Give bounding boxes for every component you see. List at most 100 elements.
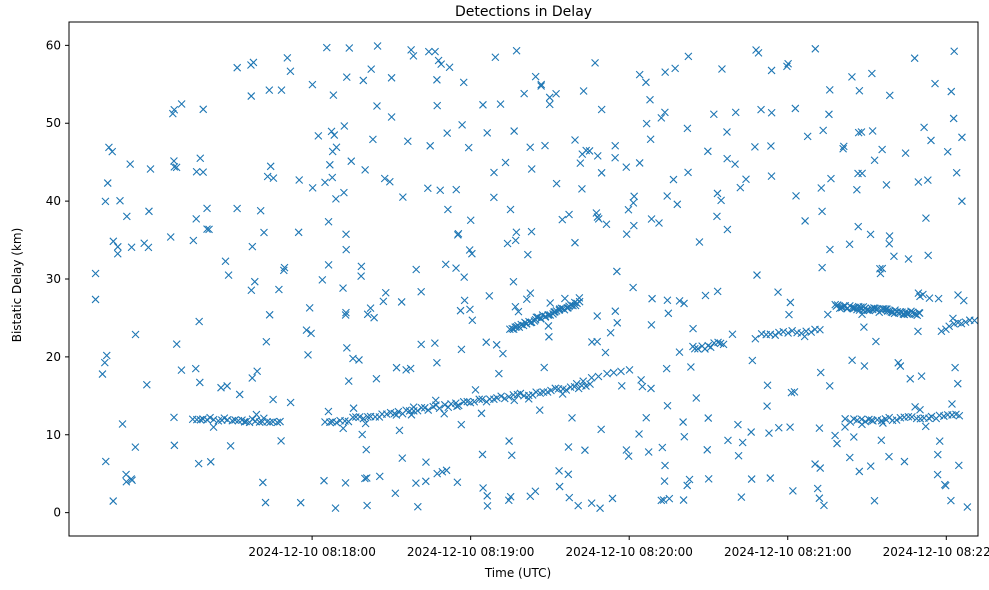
- data-point-marker: [308, 184, 317, 192]
- data-point-marker: [784, 329, 792, 337]
- data-point-marker: [170, 157, 178, 165]
- data-point-marker: [314, 132, 323, 140]
- data-point-marker: [485, 291, 494, 300]
- data-point-marker: [957, 319, 966, 328]
- data-point-marker: [892, 416, 901, 424]
- data-point-marker: [406, 364, 415, 373]
- data-point-marker: [565, 493, 574, 502]
- data-point-marker: [878, 264, 887, 273]
- data-point-marker: [412, 265, 421, 274]
- data-point-marker: [578, 184, 586, 193]
- data-point-marker: [622, 163, 631, 172]
- data-point-marker: [950, 47, 959, 56]
- data-point-marker: [608, 494, 617, 503]
- data-point-marker: [855, 467, 864, 476]
- data-point-marker: [690, 344, 699, 353]
- data-point-marker: [454, 401, 463, 410]
- data-point-marker: [934, 294, 943, 303]
- data-point-marker: [433, 469, 442, 478]
- data-point-marker: [345, 44, 354, 52]
- data-point-marker: [417, 340, 426, 349]
- data-point-marker: [453, 478, 462, 487]
- data-point-marker: [369, 135, 377, 144]
- data-point-marker: [103, 179, 112, 187]
- data-point-marker: [438, 467, 447, 476]
- data-point-marker: [581, 446, 589, 455]
- data-point-marker: [585, 147, 594, 155]
- data-point-marker: [279, 266, 288, 275]
- data-point-marker: [505, 437, 513, 445]
- data-point-marker: [597, 425, 606, 434]
- data-point-marker: [747, 428, 756, 436]
- data-point-marker: [209, 415, 218, 424]
- data-point-marker: [597, 168, 606, 177]
- data-point-marker: [597, 105, 606, 114]
- data-point-marker: [295, 176, 304, 184]
- data-point-marker: [118, 420, 127, 428]
- data-point-marker: [914, 178, 923, 186]
- data-point-marker: [191, 364, 200, 373]
- data-point-marker: [101, 457, 110, 466]
- data-point-marker: [774, 423, 783, 432]
- data-point-marker: [109, 497, 118, 505]
- data-point-marker: [855, 86, 864, 95]
- data-point-marker: [417, 287, 426, 296]
- data-point-marker: [531, 72, 540, 81]
- data-point-marker: [642, 119, 651, 128]
- data-point-marker: [456, 306, 465, 315]
- data-point-marker: [233, 204, 242, 213]
- data-point-marker: [751, 334, 760, 343]
- data-point-marker: [500, 394, 509, 403]
- data-point-marker: [787, 388, 796, 397]
- data-point-marker: [102, 351, 111, 360]
- data-point-marker: [657, 113, 666, 122]
- data-point-marker: [413, 406, 422, 415]
- data-point-marker: [784, 59, 793, 68]
- data-point-marker: [510, 127, 519, 135]
- data-point-marker: [774, 288, 782, 297]
- data-point-marker: [635, 159, 644, 167]
- data-point-marker: [490, 168, 498, 177]
- data-point-marker: [398, 193, 407, 202]
- data-point-marker: [247, 286, 256, 295]
- data-point-marker: [579, 87, 588, 95]
- data-point-marker: [586, 380, 594, 389]
- data-point-marker: [359, 76, 368, 85]
- data-point-marker: [941, 481, 950, 490]
- data-point-marker: [475, 395, 484, 404]
- data-point-marker: [545, 332, 553, 341]
- data-point-marker: [387, 113, 396, 121]
- data-point-marker: [860, 323, 868, 331]
- data-point-marker: [885, 239, 894, 248]
- data-point-marker: [663, 192, 672, 200]
- data-point-marker: [362, 474, 371, 482]
- data-point-marker: [398, 454, 407, 462]
- data-point-marker: [686, 363, 695, 371]
- data-point-marker: [172, 163, 181, 172]
- data-point-marker: [737, 493, 746, 501]
- data-point-marker: [901, 149, 910, 158]
- data-point-marker: [373, 102, 381, 110]
- data-point-marker: [504, 392, 513, 401]
- data-point-marker: [308, 80, 317, 89]
- data-point-marker: [170, 413, 178, 422]
- data-point-marker: [113, 249, 122, 258]
- data-point-marker: [375, 472, 384, 481]
- data-point-marker: [647, 321, 656, 329]
- data-point-marker: [509, 277, 518, 286]
- data-point-marker: [189, 236, 198, 245]
- data-point-marker: [582, 382, 590, 390]
- data-point-marker: [885, 452, 893, 461]
- data-point-marker: [128, 476, 136, 485]
- data-point-marker: [630, 192, 639, 201]
- data-point-marker: [927, 412, 936, 421]
- data-point-marker: [385, 177, 394, 186]
- data-point-marker: [642, 413, 651, 422]
- data-point-marker: [195, 317, 204, 326]
- data-point-marker: [723, 128, 731, 136]
- data-point-marker: [203, 204, 211, 213]
- data-point-marker: [327, 127, 336, 136]
- data-point-marker: [684, 52, 693, 61]
- data-point-marker: [491, 53, 500, 62]
